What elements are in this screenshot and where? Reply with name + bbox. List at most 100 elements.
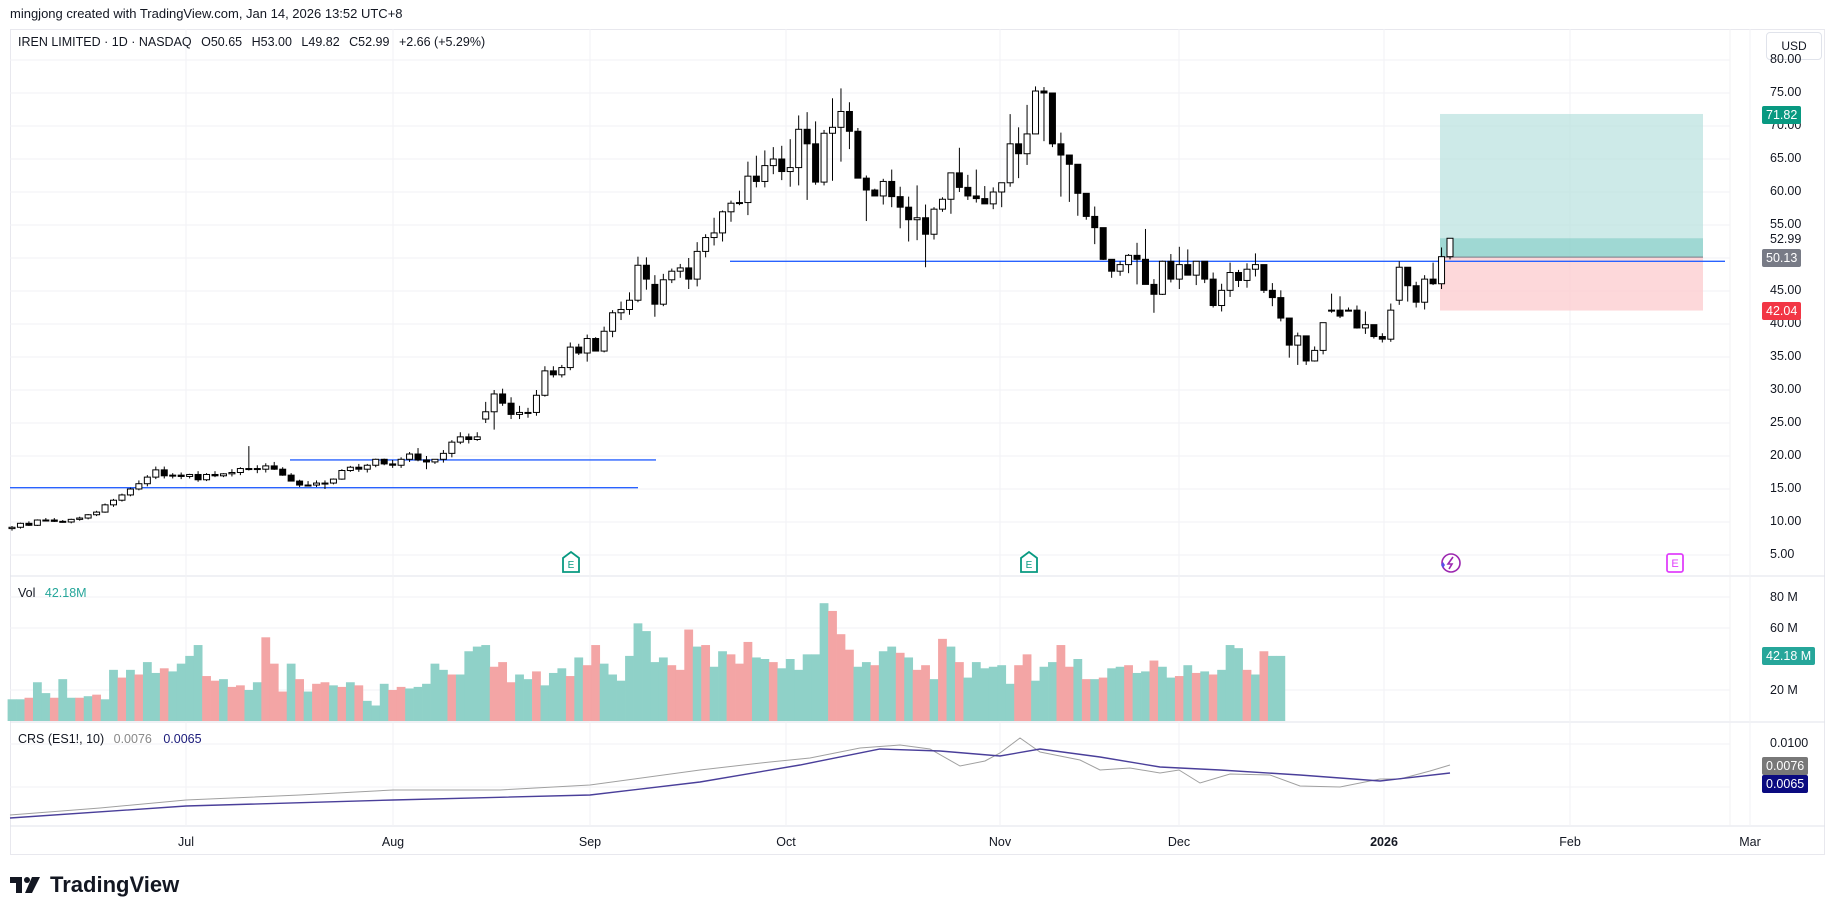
flash-event-icon[interactable] bbox=[1441, 553, 1461, 573]
candle-body bbox=[42, 519, 50, 522]
candle-body bbox=[744, 175, 752, 204]
time-axis-label: Oct bbox=[776, 835, 796, 849]
volume-bar bbox=[320, 682, 330, 721]
candle-body bbox=[1336, 309, 1344, 317]
price-axis-label: 25.00 bbox=[1770, 415, 1802, 429]
candle-body bbox=[1344, 309, 1352, 312]
time-axis-label: Sep bbox=[578, 835, 602, 849]
volume-bar bbox=[709, 666, 719, 721]
volume-tag: 42.18 M bbox=[1762, 647, 1816, 665]
candle-body bbox=[871, 189, 879, 197]
volume-bar bbox=[912, 669, 922, 721]
volume-bar bbox=[66, 697, 76, 721]
candle-body bbox=[482, 411, 490, 420]
candle-body bbox=[854, 130, 862, 179]
volume-bar bbox=[422, 683, 431, 721]
volume-legend[interactable]: Vol 42.18M bbox=[18, 586, 87, 600]
candle-body bbox=[938, 198, 946, 210]
volume-bar bbox=[1098, 677, 1108, 721]
candle-body bbox=[211, 473, 219, 477]
volume-bar bbox=[1276, 655, 1286, 721]
candle-body bbox=[279, 468, 287, 476]
volume-bar bbox=[650, 662, 660, 721]
candle-body bbox=[905, 206, 913, 221]
candle-body bbox=[8, 526, 16, 530]
candle-body bbox=[448, 441, 456, 454]
candle-body bbox=[719, 211, 727, 234]
volume-bar bbox=[565, 676, 575, 721]
volume-bar bbox=[278, 691, 288, 721]
volume-bar bbox=[1225, 645, 1235, 721]
crs-label: CRS (ES1!, 10) bbox=[18, 732, 105, 746]
candle-body bbox=[1429, 278, 1437, 285]
price-axis-label: 45.00 bbox=[1770, 283, 1802, 297]
volume-bar bbox=[303, 691, 313, 721]
symbol-name[interactable]: IREN LIMITED · 1D · NASDAQ bbox=[18, 35, 192, 49]
candle-body bbox=[110, 499, 118, 506]
crs-legend[interactable]: CRS (ES1!, 10) 0.0076 0.0065 bbox=[18, 732, 202, 746]
earnings-icon[interactable]: E bbox=[562, 550, 580, 573]
candle-body bbox=[169, 474, 177, 477]
time-axis-label: Jul bbox=[178, 835, 194, 849]
volume-bar bbox=[743, 641, 753, 721]
price-axis-label: 80.00 bbox=[1770, 52, 1802, 66]
volume-bar bbox=[1200, 671, 1210, 721]
volume-bar bbox=[1014, 665, 1023, 721]
candle-body bbox=[1438, 256, 1446, 285]
candle-body bbox=[1361, 324, 1369, 329]
chart-credit: mingjong created with TradingView.com, J… bbox=[10, 6, 403, 21]
candle-body bbox=[456, 436, 464, 443]
candle-body bbox=[1048, 92, 1056, 145]
price-axis-label: 5.00 bbox=[1770, 547, 1795, 561]
candle-body bbox=[541, 370, 549, 396]
earnings-icon[interactable]: E bbox=[1020, 550, 1038, 573]
candle-body bbox=[913, 217, 921, 221]
volume-bar bbox=[997, 665, 1007, 721]
candle-body bbox=[1209, 278, 1217, 307]
volume-bar bbox=[574, 657, 584, 721]
volume-bar bbox=[159, 668, 169, 721]
volume-bar bbox=[142, 662, 152, 721]
volume-bar bbox=[1022, 654, 1032, 721]
candle-body bbox=[143, 476, 151, 485]
volume-bar bbox=[768, 662, 778, 721]
volume-bar bbox=[701, 645, 711, 721]
price-axis-label: 65.00 bbox=[1770, 151, 1802, 165]
volume-bar bbox=[523, 679, 533, 721]
candle-body bbox=[1125, 254, 1133, 266]
candle-body bbox=[194, 473, 202, 481]
crs-ma-line bbox=[9, 748, 1451, 819]
volume-bar bbox=[828, 610, 837, 721]
candle-body bbox=[329, 478, 337, 484]
candle-body bbox=[93, 511, 101, 516]
low-value: L49.82 bbox=[301, 35, 340, 49]
volume-bar bbox=[954, 662, 964, 721]
loss-zone bbox=[1440, 257, 1703, 311]
tradingview-logo[interactable]: TradingView bbox=[10, 872, 179, 898]
candle-body bbox=[972, 195, 980, 200]
candle-body bbox=[406, 453, 414, 460]
volume-bar bbox=[371, 705, 381, 721]
candle-body bbox=[820, 132, 828, 183]
currency-button[interactable]: USD bbox=[1766, 32, 1822, 60]
candle-body bbox=[1023, 133, 1031, 155]
volume-bar bbox=[32, 682, 42, 721]
volume-bar bbox=[1183, 665, 1193, 721]
candle-body bbox=[642, 264, 650, 280]
candle-body bbox=[499, 393, 507, 404]
current-profit-zone bbox=[1440, 238, 1703, 258]
volume-bar bbox=[210, 680, 220, 721]
candle-body bbox=[16, 522, 24, 528]
symbol-legend[interactable]: IREN LIMITED · 1D · NASDAQ O50.65 H53.00… bbox=[18, 35, 491, 49]
candle-body bbox=[1006, 143, 1014, 184]
candle-body bbox=[922, 217, 930, 235]
candle-body bbox=[253, 468, 261, 471]
volume-bar bbox=[481, 645, 491, 721]
price-axis-label: 35.00 bbox=[1770, 349, 1802, 363]
crs-axis-0100: 0.0100 bbox=[1770, 736, 1809, 750]
volume-bar bbox=[904, 657, 914, 721]
upcoming-earnings-icon[interactable]: E bbox=[1666, 553, 1684, 573]
crs-line bbox=[9, 737, 1451, 816]
price-axis-label: 30.00 bbox=[1770, 382, 1802, 396]
